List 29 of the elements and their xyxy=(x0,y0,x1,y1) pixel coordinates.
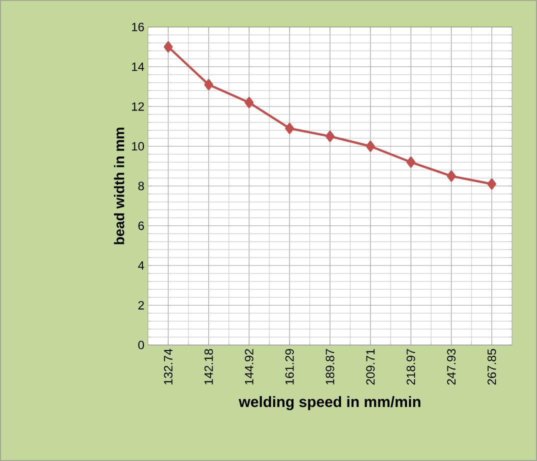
y-tick-label: 16 xyxy=(132,22,144,32)
x-tick-label: 142.18 xyxy=(204,349,213,384)
x-tick-label: 144.92 xyxy=(244,349,254,384)
point xyxy=(487,178,496,190)
point xyxy=(164,41,173,52)
y-tick-label: 0 xyxy=(138,340,144,350)
point xyxy=(204,79,214,90)
y-tick-label: 2 xyxy=(138,301,144,310)
x-axis-title: welding speed in mm/min xyxy=(238,396,420,410)
x-tick-label: 209.71 xyxy=(366,349,375,385)
x-tick-label: 247.93 xyxy=(447,349,456,385)
y-axis-title: bead width in mm xyxy=(114,128,124,244)
x-tick-label: 267.85 xyxy=(488,349,496,385)
y-tick-label: 8 xyxy=(138,182,144,190)
x-tick-label: 189.87 xyxy=(326,349,334,384)
x-tick-label: 161.29 xyxy=(285,349,294,384)
y-tick-label: 10 xyxy=(132,142,144,150)
point xyxy=(446,170,456,182)
y-tick-label: 6 xyxy=(138,222,144,230)
point xyxy=(406,156,416,168)
y-tick-label: 14 xyxy=(132,62,144,71)
point xyxy=(326,130,334,142)
y-tick-label: 12 xyxy=(132,102,144,111)
point xyxy=(285,122,294,134)
y-tick-label: 4 xyxy=(138,261,144,270)
x-tick-label: 218.97 xyxy=(406,349,416,385)
point xyxy=(366,140,375,152)
x-tick-label: 132.74 xyxy=(164,348,172,384)
point xyxy=(244,96,254,108)
